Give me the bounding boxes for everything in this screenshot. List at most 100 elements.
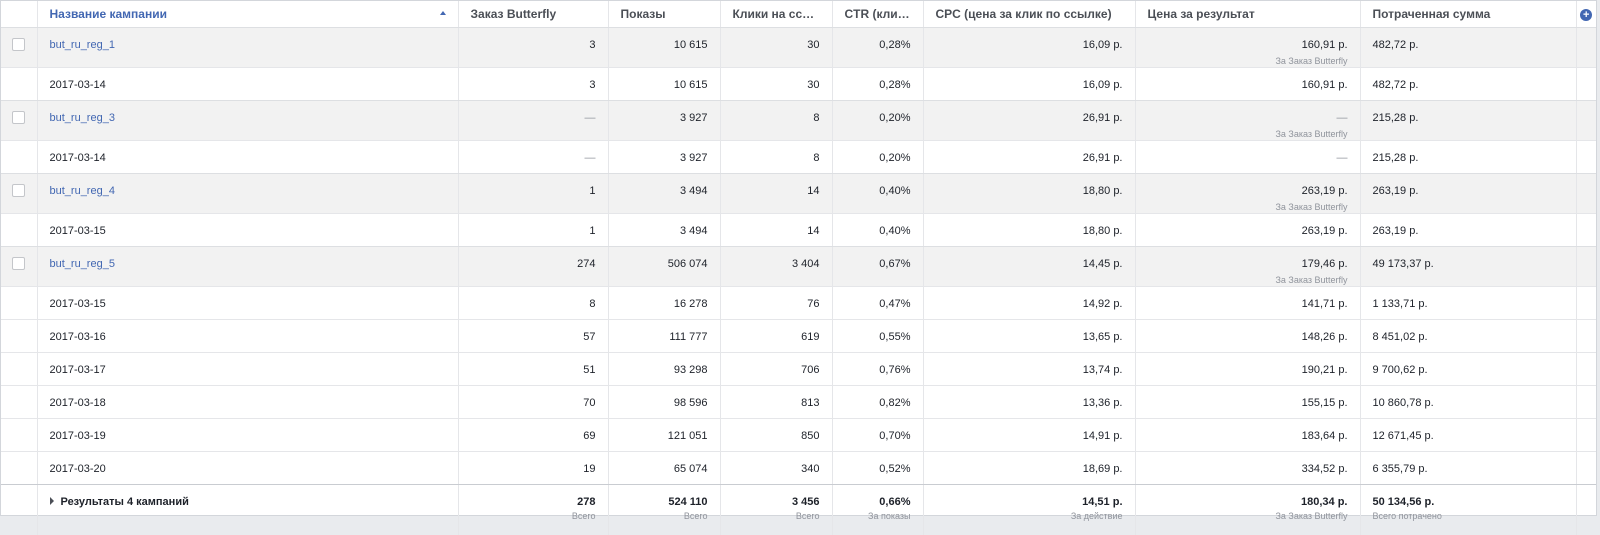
campaign-name-link[interactable]: but_ru_reg_4 (50, 185, 115, 197)
conversions-value: 8 (589, 298, 595, 310)
result-type-label: За Заказ Butterfly (1148, 202, 1348, 212)
amount-spent-value: 1 133,71 р. (1373, 298, 1428, 310)
row-checkbox[interactable] (12, 38, 25, 51)
cost-per-result-cell: 263,19 р.За Заказ Butterfly (1135, 174, 1360, 214)
plus-circle-icon[interactable]: + (1580, 9, 1592, 21)
link-clicks-cell: 8 (720, 141, 832, 174)
amount-spent-value: 482,72 р. (1373, 79, 1419, 91)
impressions-cell: 3 927 (608, 101, 720, 141)
link-clicks-cell: 706 (720, 353, 832, 386)
totals-link-clicks: 3 456 (792, 496, 820, 508)
ctr-cell: 0,40% (832, 214, 923, 247)
cpc-value: 18,80 р. (1083, 185, 1123, 197)
cpc-cell: 16,09 р. (923, 28, 1135, 68)
cost-per-result-cell: 141,71 р. (1135, 287, 1360, 320)
ctr-cell: 0,70% (832, 419, 923, 452)
campaign-name-link[interactable]: but_ru_reg_5 (50, 258, 115, 270)
column-header-cost-per-result[interactable]: Цена за результат (1135, 1, 1360, 28)
ctr-cell: 0,28% (832, 28, 923, 68)
column-header-conversions[interactable]: Заказ Butterfly (458, 1, 608, 28)
row-select-cell (1, 386, 37, 419)
row-add-cell (1576, 101, 1596, 141)
cpc-cell: 13,74 р. (923, 353, 1135, 386)
cpc-value: 26,91 р. (1083, 152, 1123, 164)
amount-spent-cell: 482,72 р. (1360, 68, 1576, 101)
column-header-link-clicks[interactable]: Клики на ссылку (720, 1, 832, 28)
conversions-value: 1 (589, 225, 595, 237)
cpc-cell: 14,92 р. (923, 287, 1135, 320)
triangle-right-icon[interactable] (50, 497, 54, 505)
impressions-value: 3 927 (680, 152, 708, 164)
totals-select-cell (1, 485, 37, 535)
cpc-cell: 26,91 р. (923, 101, 1135, 141)
column-header-impressions[interactable]: Показы (608, 1, 720, 28)
name-cell: 2017-03-15 (37, 214, 458, 247)
link-clicks-cell: 8 (720, 101, 832, 141)
row-checkbox[interactable] (12, 257, 25, 270)
row-checkbox[interactable] (12, 111, 25, 124)
amount-spent-value: 10 860,78 р. (1373, 397, 1434, 409)
conversions-value: 3 (589, 39, 595, 51)
cost-per-result-value: 141,71 р. (1302, 298, 1348, 310)
amount-spent-value: 12 671,45 р. (1373, 430, 1434, 442)
cpc-cell: 14,91 р. (923, 419, 1135, 452)
campaign-report-table-container: Название кампании Заказ Butterfly Показы… (0, 0, 1597, 516)
header-select-cell (1, 1, 37, 28)
row-select-cell (1, 419, 37, 452)
conversions-value: — (585, 112, 596, 124)
conversions-value: 3 (589, 79, 595, 91)
impressions-cell: 98 596 (608, 386, 720, 419)
cost-per-result-value: 263,19 р. (1302, 225, 1348, 237)
cpc-value: 13,74 р. (1083, 364, 1123, 376)
row-checkbox[interactable] (12, 184, 25, 197)
campaign-name-link[interactable]: but_ru_reg_1 (50, 39, 115, 51)
amount-spent-value: 263,19 р. (1373, 225, 1419, 237)
totals-cost-per-result: 180,34 р. (1301, 496, 1347, 508)
campaign-name-link[interactable]: but_ru_reg_3 (50, 112, 115, 124)
impressions-value: 506 074 (668, 258, 708, 270)
row-select-cell (1, 174, 37, 214)
link-clicks-cell: 850 (720, 419, 832, 452)
amount-spent-value: 215,28 р. (1373, 152, 1419, 164)
amount-spent-value: 49 173,37 р. (1373, 258, 1434, 270)
cost-per-result-cell: — (1135, 141, 1360, 174)
column-header-campaign-name[interactable]: Название кампании (37, 1, 458, 28)
name-cell[interactable]: but_ru_reg_4 (37, 174, 458, 214)
name-cell[interactable]: but_ru_reg_3 (37, 101, 458, 141)
link-clicks-cell: 619 (720, 320, 832, 353)
amount-spent-cell: 6 355,79 р. (1360, 452, 1576, 485)
name-cell: 2017-03-17 (37, 353, 458, 386)
row-select-cell (1, 141, 37, 174)
name-cell[interactable]: but_ru_reg_5 (37, 247, 458, 287)
name-cell: 2017-03-16 (37, 320, 458, 353)
link-clicks-value: 8 (813, 112, 819, 124)
amount-spent-cell: 10 860,78 р. (1360, 386, 1576, 419)
column-header-amount-spent[interactable]: Потраченная сумма (1360, 1, 1576, 28)
result-type-label: За Заказ Butterfly (1148, 56, 1348, 66)
cost-per-result-value: 179,46 р. (1302, 258, 1348, 270)
ctr-value: 0,55% (879, 331, 910, 343)
date-label: 2017-03-19 (50, 430, 106, 442)
date-label: 2017-03-15 (50, 225, 106, 237)
conversions-cell: — (458, 101, 608, 141)
name-cell: 2017-03-14 (37, 141, 458, 174)
name-cell[interactable]: but_ru_reg_1 (37, 28, 458, 68)
column-header-cpc[interactable]: CPC (цена за клик по ссылке) (923, 1, 1135, 28)
column-header-ctr[interactable]: CTR (клика... (832, 1, 923, 28)
impressions-value: 3 494 (680, 225, 708, 237)
ctr-cell: 0,28% (832, 68, 923, 101)
totals-label-cell[interactable]: Результаты 4 кампаний (37, 485, 458, 535)
sort-ascending-icon[interactable] (440, 11, 446, 15)
ctr-cell: 0,82% (832, 386, 923, 419)
impressions-value: 3 927 (680, 112, 708, 124)
